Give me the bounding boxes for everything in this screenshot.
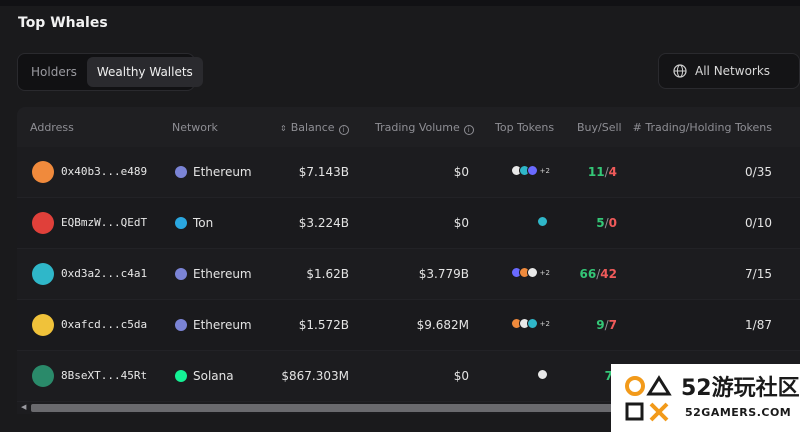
col-buy-sell[interactable]: Buy/Sell <box>577 121 622 134</box>
table-row[interactable]: 0xafcd...c5da Ethereum $1.572B $9.682M +2 9/7… <box>17 300 800 351</box>
col-balance[interactable]: ⇕ Balance i <box>280 121 349 135</box>
top-strip <box>0 0 800 6</box>
trading-holding-value: 0/10 <box>745 216 772 230</box>
wallet-address[interactable]: 0xafcd...c5da <box>61 318 148 331</box>
volume-value: $0 <box>453 369 469 383</box>
top-tokens: +2 <box>510 318 550 329</box>
tokens-more-count: +2 <box>539 166 550 175</box>
token-icon[interactable] <box>526 165 538 176</box>
volume-value: $3.779B <box>418 267 469 281</box>
table-row[interactable]: 0xd3a2...c4a1 Ethereum $1.62B $3.779B +2 66/4… <box>17 249 800 300</box>
sell-count: 7 <box>608 318 617 332</box>
network-cell: Ton <box>175 216 213 230</box>
top-tokens <box>537 369 550 380</box>
network-icon <box>175 319 187 331</box>
volume-value: $0 <box>453 165 469 179</box>
wallet-address[interactable]: EQBmzW...QEdT <box>61 216 148 229</box>
sell-count: 4 <box>608 165 617 179</box>
info-icon[interactable]: i <box>338 125 349 135</box>
trading-holding-value: 0/35 <box>745 165 772 179</box>
watermark-url: 52GAMERS.COM <box>685 406 792 419</box>
network-icon <box>175 370 187 382</box>
avatar <box>32 263 54 285</box>
buy-count: 9 <box>596 318 605 332</box>
network-select[interactable]: All Networks <box>658 53 800 89</box>
wallet-address[interactable]: 8BseXT...45Rt <box>61 369 148 382</box>
tab-holders[interactable]: Holders <box>31 65 77 79</box>
volume-value: $0 <box>453 216 469 230</box>
col-top-tokens[interactable]: Top Tokens <box>495 121 555 134</box>
top-tokens <box>537 216 550 227</box>
network-icon <box>175 166 187 178</box>
volume-value: $9.682M <box>416 318 469 332</box>
balance-value: $867.303M <box>281 369 349 383</box>
balance-value: $1.62B <box>306 267 349 281</box>
network-cell: Ethereum <box>175 318 252 332</box>
avatar <box>32 365 54 387</box>
info-icon[interactable]: i <box>463 125 474 135</box>
wallet-address[interactable]: 0xd3a2...c4a1 <box>61 267 148 280</box>
sort-icon[interactable]: ⇕ <box>280 124 287 133</box>
buy-count: 11 <box>587 165 605 179</box>
tokens-more-count: +2 <box>539 268 550 277</box>
horizontal-scrollbar[interactable]: ◀ <box>17 402 800 414</box>
network-select-label: All Networks <box>695 64 771 78</box>
avatar <box>32 212 54 234</box>
token-icon[interactable] <box>526 267 538 278</box>
buy-count: 7 <box>604 369 613 383</box>
network-name: Solana <box>193 369 234 383</box>
buy-sell-value: 9/7 <box>596 318 617 332</box>
avatar <box>32 161 54 183</box>
token-icon[interactable] <box>537 216 548 227</box>
scroll-left-icon[interactable]: ◀ <box>21 403 27 411</box>
trading-holding-value: 1/87 <box>745 318 772 332</box>
network-icon <box>175 268 187 280</box>
network-name: Ethereum <box>193 267 252 281</box>
watermark: 52游玩社区 52GAMERS.COM <box>611 364 800 432</box>
buy-sell-value: 5/0 <box>596 216 617 230</box>
sell-count: 0 <box>608 216 617 230</box>
buy-count: 5 <box>596 216 605 230</box>
wallet-address[interactable]: 0x40b3...e489 <box>61 165 148 178</box>
tab-wealthy-wallets[interactable]: Wealthy Wallets <box>86 57 203 87</box>
network-cell: Ethereum <box>175 165 252 179</box>
token-icon[interactable] <box>526 318 538 329</box>
sell-count: 42 <box>600 267 617 281</box>
network-name: Ethereum <box>193 318 252 332</box>
avatar <box>32 314 54 336</box>
watermark-text: 52游玩社区 <box>681 376 800 401</box>
network-cell: Ethereum <box>175 267 252 281</box>
col-network[interactable]: Network <box>172 121 218 134</box>
top-tokens: +2 <box>510 165 550 176</box>
balance-value: $7.143B <box>298 165 349 179</box>
balance-value: $3.224B <box>298 216 349 230</box>
balance-value: $1.572B <box>298 318 349 332</box>
tab-group: Holders Wealthy Wallets <box>17 53 203 91</box>
top-tokens: +2 <box>510 267 550 278</box>
buy-sell-value: 11/4 <box>587 165 617 179</box>
buy-count: 66 <box>579 267 597 281</box>
network-name: Ton <box>193 216 214 230</box>
col-trading-volume[interactable]: Trading Volume i <box>375 121 474 135</box>
globe-icon <box>673 64 687 78</box>
page-title: Top Whales <box>18 15 108 31</box>
tokens-more-count: +2 <box>539 319 550 328</box>
network-cell: Solana <box>175 369 234 383</box>
network-name: Ethereum <box>193 165 252 179</box>
table-row[interactable]: EQBmzW...QEdT Ton $3.224B $0 5/0 0/10 <box>17 198 800 249</box>
trading-holding-value: 7/15 <box>745 267 772 281</box>
buy-sell-value: 66/42 <box>579 267 617 281</box>
wallets-table: Address Network ⇕ Balance i Trading Volume… <box>17 107 800 407</box>
scroll-thumb[interactable] <box>31 404 627 412</box>
table-row[interactable]: 0x40b3...e489 Ethereum $7.143B $0 +2 11/4 0/35 <box>17 147 800 198</box>
col-trading-holding[interactable]: # Trading/Holding Tokens <box>632 121 772 134</box>
network-icon <box>175 217 187 229</box>
col-address[interactable]: Address <box>30 121 74 134</box>
watermark-logo-icon <box>625 375 672 422</box>
table-header: Address Network ⇕ Balance i Trading Volume… <box>17 107 800 147</box>
token-icon[interactable] <box>537 369 548 380</box>
